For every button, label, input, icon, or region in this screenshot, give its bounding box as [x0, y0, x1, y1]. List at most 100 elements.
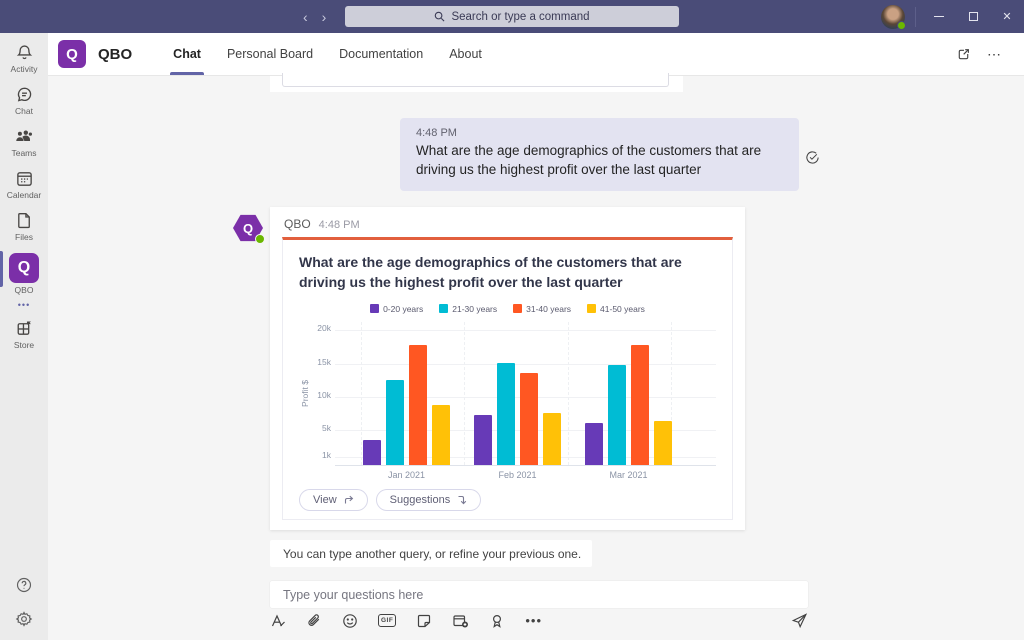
- gridline-vertical: [671, 321, 672, 465]
- help-icon[interactable]: [15, 576, 33, 594]
- command-search-input[interactable]: Search or type a command: [345, 6, 679, 27]
- active-indicator: [0, 251, 3, 287]
- tab-bar: Chat Personal Board Documentation About: [160, 33, 495, 75]
- store-icon: [17, 321, 31, 335]
- files-icon: [17, 212, 30, 229]
- search-placeholder: Search or type a command: [451, 10, 590, 23]
- legend-label: 41-50 years: [600, 303, 645, 314]
- message-text: What are the age demographics of the cus…: [416, 143, 762, 177]
- bot-status-dot: [255, 234, 265, 244]
- bar-21-30-years: [386, 379, 404, 465]
- send-icon[interactable]: [791, 612, 808, 629]
- format-icon[interactable]: [270, 613, 286, 629]
- bar-group: [363, 344, 450, 465]
- schedule-meeting-icon[interactable]: [452, 613, 469, 629]
- legend-swatch: [513, 304, 523, 314]
- x-tick-label: Mar 2021: [609, 469, 648, 480]
- calendar-icon: [16, 172, 32, 186]
- bar-0-20-years: [474, 414, 492, 465]
- legend-item: 21-30 years: [439, 304, 497, 314]
- app-header: Q QBO Chat Personal Board Documentation …: [48, 33, 1024, 76]
- legend-item: 31-40 years: [513, 304, 571, 314]
- sidebar-item-store[interactable]: Store: [0, 319, 48, 350]
- y-tick-label: 5k: [322, 423, 331, 434]
- sidebar-item-chat[interactable]: Chat: [0, 85, 48, 116]
- title-bar: ‹ › Search or type a command ✕: [0, 0, 1024, 33]
- chat-icon: [17, 87, 31, 102]
- open-arrow-icon: [344, 495, 353, 504]
- x-tick-label: Jan 2021: [387, 469, 426, 480]
- rail-label: Files: [15, 232, 33, 242]
- gif-icon[interactable]: GIF: [378, 614, 397, 627]
- bell-icon: [16, 45, 32, 60]
- header-more-icon[interactable]: ⋯: [987, 45, 1002, 62]
- legend-swatch: [587, 304, 597, 314]
- bar-21-30-years: [608, 365, 626, 465]
- qbo-app-icon: Q: [9, 253, 39, 283]
- emoji-icon[interactable]: [342, 613, 358, 629]
- view-button[interactable]: View: [299, 488, 368, 511]
- chat-pane: 4:48 PM What are the age demographics of…: [48, 73, 1024, 640]
- chart-legend: 0-20 years 21-30 years 31-40 years 41-50 ye…: [299, 304, 716, 314]
- message-seen-icon: [806, 151, 819, 164]
- maximize-icon: [968, 12, 978, 21]
- app-title: QBO: [98, 45, 133, 63]
- legend-item: 41-50 years: [587, 304, 645, 314]
- praise-icon[interactable]: [489, 613, 505, 629]
- legend-label: 21-30 years: [452, 303, 498, 314]
- maximize-button[interactable]: [956, 0, 990, 33]
- tab-personal-board[interactable]: Personal Board: [226, 47, 314, 61]
- y-tick-label: 1k: [322, 449, 331, 460]
- gridline: [335, 330, 716, 332]
- compose-more-icon[interactable]: •••: [525, 613, 542, 628]
- legend-label: 31-40 years: [526, 303, 572, 314]
- bar-group: [585, 345, 672, 465]
- settings-gear-icon[interactable]: [15, 610, 33, 628]
- compose-input[interactable]: [270, 581, 808, 608]
- rail-label: QBO: [14, 285, 34, 295]
- minimize-button[interactable]: [922, 0, 956, 33]
- x-axis-labels: Jan 2021 Feb 2021 Mar 2021: [335, 470, 716, 480]
- titlebar-separator: [915, 6, 916, 27]
- search-icon: [435, 11, 445, 22]
- suggestions-button[interactable]: Suggestions: [375, 488, 482, 511]
- sidebar-item-calendar[interactable]: Calendar: [0, 169, 48, 200]
- attach-icon[interactable]: [306, 613, 322, 629]
- bar-31-40-years: [631, 345, 649, 465]
- user-avatar[interactable]: [881, 4, 906, 30]
- tab-about[interactable]: About: [449, 47, 482, 61]
- bot-timestamp: 4:48 PM: [318, 219, 360, 231]
- forward-icon[interactable]: ›: [321, 8, 327, 25]
- bar-31-40-years: [520, 373, 538, 465]
- y-axis: 1k 5k 10k 15k 20k: [311, 322, 335, 462]
- qbo-logo-icon: Q: [58, 40, 86, 68]
- bar-41-50-years: [654, 421, 672, 465]
- sidebar-item-activity[interactable]: Activity: [0, 43, 48, 74]
- back-icon[interactable]: ‹: [303, 8, 308, 25]
- sidebar-item-teams[interactable]: Teams: [0, 127, 48, 158]
- close-button[interactable]: ✕: [990, 0, 1024, 33]
- bar-41-50-years: [543, 413, 561, 465]
- gridline-vertical: [568, 321, 569, 465]
- teams-icon: [16, 130, 32, 142]
- close-icon: ✕: [1002, 11, 1012, 23]
- dropdown-arrow-icon: [458, 495, 467, 504]
- tab-documentation[interactable]: Documentation: [339, 47, 424, 61]
- sidebar-item-files[interactable]: Files: [0, 211, 48, 242]
- rail-label: Activity: [10, 64, 38, 74]
- legend-swatch: [439, 304, 449, 314]
- user-message-bubble: 4:48 PM What are the age demographics of…: [400, 118, 799, 191]
- sidebar-item-qbo[interactable]: Q QBO: [0, 251, 48, 295]
- tab-chat[interactable]: Chat: [160, 33, 214, 75]
- chart-card-title: What are the age demographics of the cus…: [299, 254, 682, 291]
- legend-swatch: [370, 304, 380, 314]
- more-apps-icon[interactable]: •••: [17, 300, 31, 310]
- rail-label: Calendar: [6, 190, 42, 200]
- chart-card: What are the age demographics of the cus…: [282, 237, 733, 520]
- minimize-icon: [934, 16, 944, 17]
- compose-toolbar: GIF •••: [270, 612, 808, 629]
- pop-out-icon[interactable]: [956, 47, 971, 62]
- profit-bar-chart: Profit $ 1k 5k 10k 15k 20k Jan 2021 Feb 2021 M…: [299, 321, 716, 480]
- sticker-icon[interactable]: [416, 613, 432, 629]
- bot-helper-message: You can type another query, or refine yo…: [270, 540, 592, 567]
